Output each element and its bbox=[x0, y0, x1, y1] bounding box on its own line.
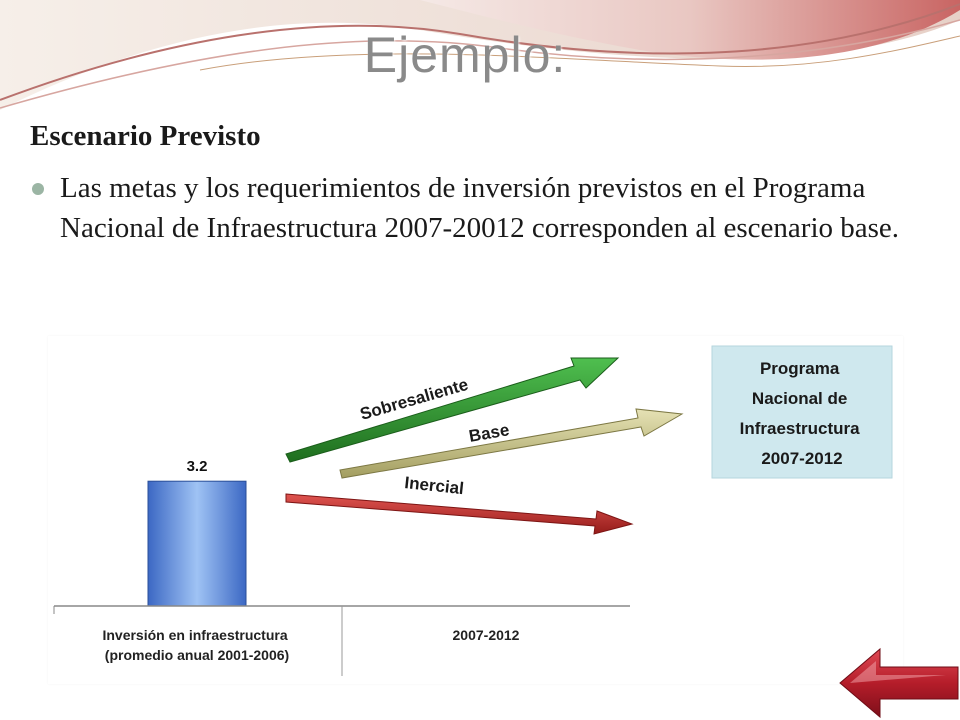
arrow-base bbox=[339, 408, 684, 479]
arrow-label-base: Base bbox=[467, 420, 510, 446]
program-annotation-box bbox=[711, 345, 893, 479]
scenario-chart-figure: 3.2 Inversión en infraestructura (promed… bbox=[48, 336, 903, 684]
scenario-chart: 3.2 Inversión en infraestructura (promed… bbox=[53, 345, 893, 676]
header-swoosh bbox=[0, 0, 960, 110]
x-tick-label-inversion: Inversión en infraestructura (promedio a… bbox=[102, 627, 291, 663]
arrow-sobresaliente bbox=[285, 357, 620, 463]
x-tick-label-2007-2012: 2007-2012 bbox=[453, 627, 520, 643]
program-annotation-text: Programa Nacional de Infraestructura 200… bbox=[740, 359, 865, 468]
bar-inversion-2001-2006 bbox=[147, 480, 247, 607]
arrow-label-inercial: Inercial bbox=[404, 473, 465, 498]
slide-title: Ejemplo: bbox=[363, 27, 567, 83]
bar-data-label: 3.2 bbox=[187, 458, 208, 475]
back-arrow-icon[interactable] bbox=[836, 645, 960, 720]
arrow-inercial bbox=[285, 493, 634, 535]
bullet-marker bbox=[32, 183, 44, 195]
section-subtitle: Escenario Previsto bbox=[30, 120, 261, 152]
bullet-text: Las metas y los requerimientos de invers… bbox=[60, 172, 900, 244]
